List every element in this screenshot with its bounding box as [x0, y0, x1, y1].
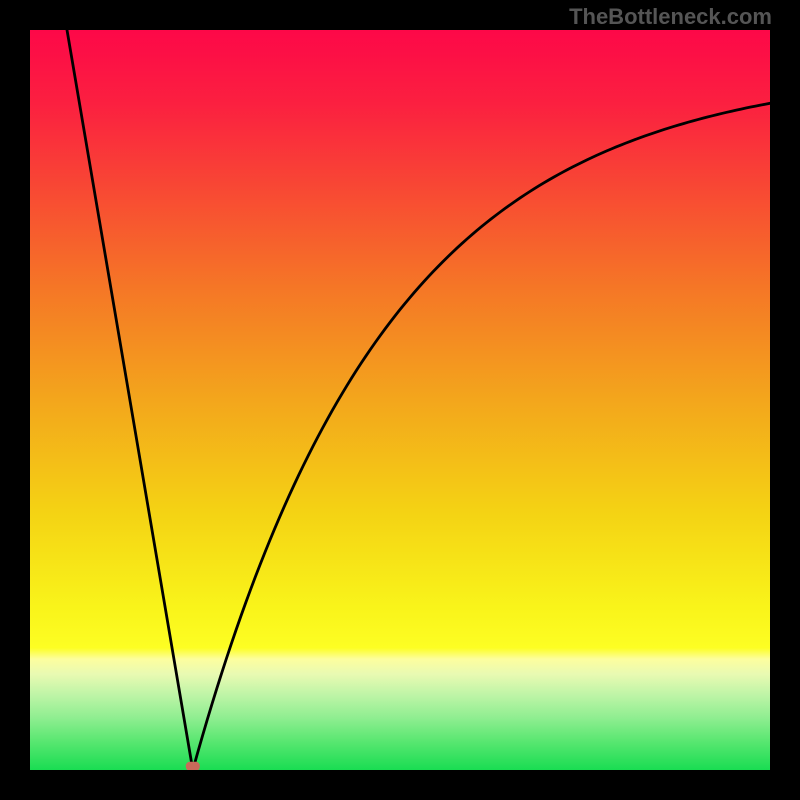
stage: TheBottleneck.com — [0, 0, 800, 800]
plot-svg — [30, 30, 770, 770]
minimum-marker — [186, 762, 200, 770]
gradient-bg — [30, 30, 770, 770]
plot-area — [30, 30, 770, 770]
watermark-text: TheBottleneck.com — [569, 4, 772, 30]
